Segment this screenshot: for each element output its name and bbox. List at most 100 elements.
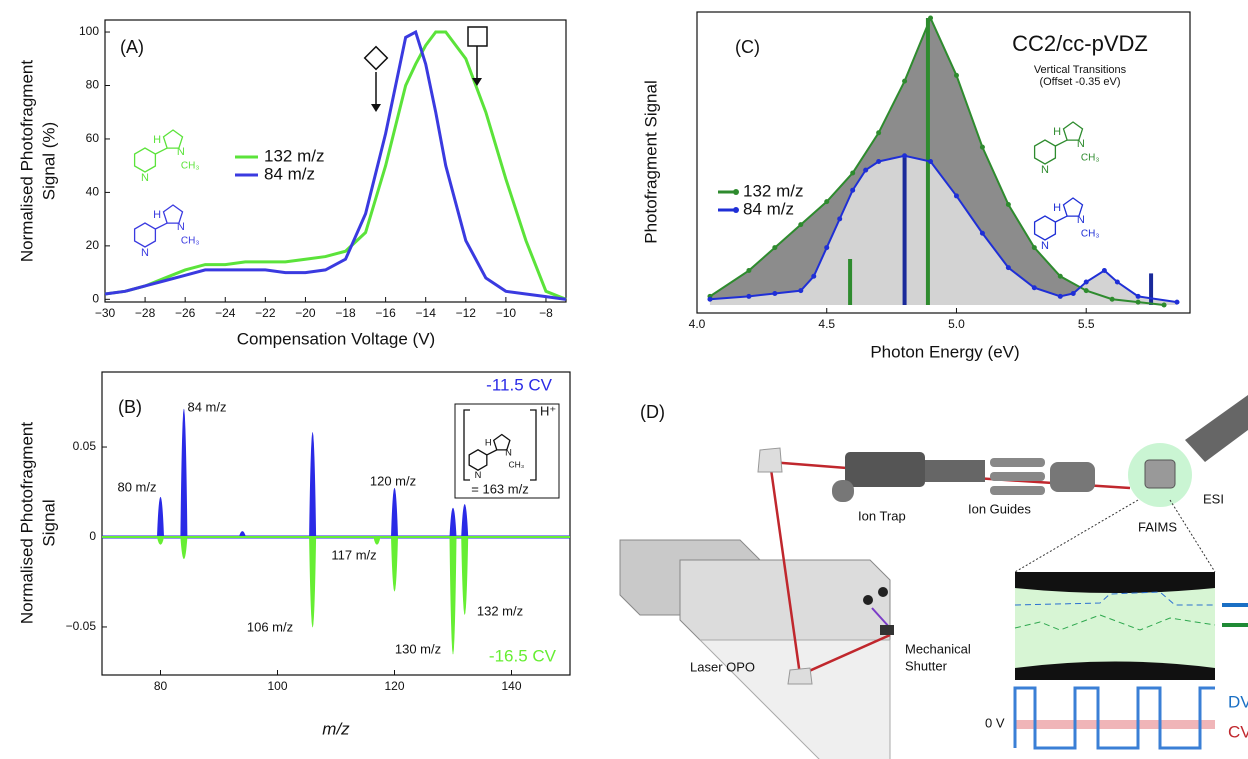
ion-funnel (1050, 462, 1095, 492)
plot-frame (101, 371, 571, 676)
electrode (1015, 572, 1215, 593)
point (772, 245, 778, 251)
line (104, 30, 567, 301)
x-tick-label: −16 (375, 306, 396, 320)
x-axis-label: m/z (322, 719, 350, 738)
y-axis-label: Normalised Photofragment (17, 422, 36, 624)
bond (1055, 215, 1068, 223)
ring (1062, 197, 1084, 217)
atom-label: N (475, 470, 482, 480)
cv-label: CV (1228, 722, 1248, 741)
waveform (1013, 686, 1215, 750)
point (824, 245, 830, 251)
area (709, 155, 1178, 305)
point (746, 268, 752, 274)
peak (156, 536, 165, 545)
zoom-line (1169, 499, 1216, 573)
shutter-label: Shutter (905, 658, 948, 673)
atom-label: N (1041, 240, 1049, 252)
peak (156, 496, 165, 538)
point (1161, 302, 1167, 308)
x-tick-label: −12 (456, 306, 477, 320)
point (863, 167, 869, 173)
point (1070, 290, 1076, 296)
peak (449, 536, 457, 655)
atom-label: H (153, 209, 161, 221)
x-tick-label: −18 (335, 306, 356, 320)
legend-label: 132 m/z (743, 181, 803, 200)
ion-guide (990, 458, 1045, 467)
plot-frame (696, 11, 1191, 314)
point (1114, 279, 1120, 285)
legend-label: 84 m/z (743, 199, 794, 218)
point (928, 15, 934, 21)
peak-label: 84 m/z (187, 399, 226, 414)
chart-subtitle: (Offset -0.35 eV) (1039, 76, 1120, 88)
x-tick-label: −14 (416, 306, 437, 320)
atom-label: N (177, 146, 185, 158)
point (953, 193, 959, 199)
electrode (1015, 661, 1215, 680)
y-tick-label: 0.05 (73, 439, 97, 453)
point (876, 158, 882, 164)
peak (309, 536, 317, 628)
port (878, 587, 888, 597)
y-tick-label: 40 (86, 185, 100, 199)
ion-guide (990, 472, 1045, 481)
mirror (757, 447, 783, 473)
faims (1144, 459, 1176, 489)
ring (162, 129, 184, 149)
peak (309, 432, 317, 538)
atom-label: N (1041, 164, 1049, 176)
point (876, 130, 882, 136)
esi-needle (1185, 395, 1248, 462)
peak (390, 536, 399, 592)
bond (486, 449, 498, 456)
cv-band (1015, 720, 1215, 729)
peak (449, 507, 457, 538)
x-tick-label: 5.0 (948, 317, 965, 331)
shutter-label: Mechanical (905, 641, 971, 656)
square-marker (467, 26, 488, 47)
zoom-line (1014, 499, 1139, 573)
ion-trap-part (925, 460, 985, 482)
point (1005, 202, 1011, 208)
ion-trap-label: Ion Trap (858, 508, 906, 523)
peak-label: 80 m/z (117, 479, 156, 494)
area (709, 18, 1165, 305)
point (1135, 293, 1141, 299)
inset-mass: = 163 m/z (471, 481, 528, 496)
point (1057, 273, 1063, 279)
series-label: -16.5 CV (489, 646, 557, 665)
point (1031, 285, 1037, 291)
legend-dot (733, 189, 739, 195)
line (709, 15, 1165, 306)
ring (492, 433, 511, 451)
peak-label: 130 m/z (395, 641, 441, 656)
ring (133, 222, 157, 248)
point (979, 230, 985, 236)
line (104, 29, 567, 301)
zero-label: 0 V (985, 715, 1005, 730)
atom-label: CH₃ (1081, 153, 1100, 164)
point (1083, 288, 1089, 294)
y-tick-label: 0 (89, 529, 96, 543)
atom-label: N (141, 172, 149, 184)
arrow-head (472, 78, 482, 86)
ion-path (1014, 614, 1216, 631)
esi-label: ESI (1203, 491, 1224, 506)
y-axis-label: Signal (%) (39, 122, 58, 200)
setup-diagram: (D) Laser OPO Mechanical Shutter Ion Tra… (619, 395, 1248, 759)
point (953, 72, 959, 78)
x-tick-label: −22 (255, 306, 276, 320)
x-tick-label: 4.5 (818, 317, 835, 331)
atom-label: N (141, 247, 149, 259)
point (979, 144, 985, 150)
y-tick-label: 80 (86, 78, 100, 92)
peak (461, 504, 469, 538)
point (850, 170, 856, 176)
